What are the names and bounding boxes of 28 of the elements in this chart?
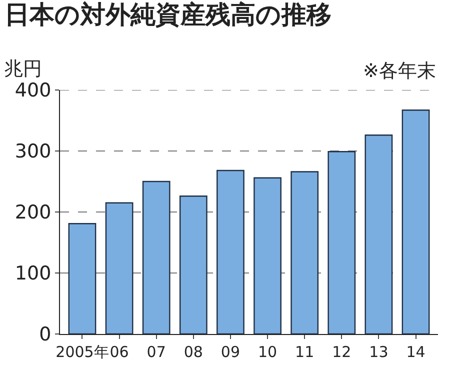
y-tick-label: 400: [14, 80, 52, 102]
text: ※各年末: [363, 60, 436, 82]
y-tick-label: 200: [14, 202, 52, 224]
y-tick-label: 100: [14, 262, 52, 285]
bar: [254, 177, 282, 334]
bar: [68, 222, 96, 334]
x-tick-label: 2005年: [56, 343, 109, 361]
x-tick-label: 08: [184, 343, 203, 361]
x-tick-label: 07: [146, 343, 166, 361]
y-axis-title: 兆円: [4, 58, 42, 80]
bar: [105, 202, 134, 334]
bar: [328, 151, 356, 334]
y-tick-label: 300: [14, 140, 52, 163]
bar: [364, 134, 393, 334]
x-tick-label: 12: [332, 343, 352, 361]
bar: [290, 171, 319, 334]
x-tick-label: 10: [258, 343, 278, 361]
x-tick-label: 06: [110, 343, 129, 361]
bar: [142, 180, 170, 334]
chart-title: 日本の対外純資産残高の推移: [4, 0, 332, 30]
x-tick-label: 11: [295, 343, 314, 361]
x-tick-label: 13: [369, 343, 388, 361]
x-tick-label: 09: [220, 343, 240, 361]
bar: [216, 170, 244, 334]
y-tick-label: 0: [39, 324, 52, 346]
x-tick-label: 14: [406, 343, 426, 361]
bar: [402, 110, 430, 334]
bar: [179, 196, 208, 334]
